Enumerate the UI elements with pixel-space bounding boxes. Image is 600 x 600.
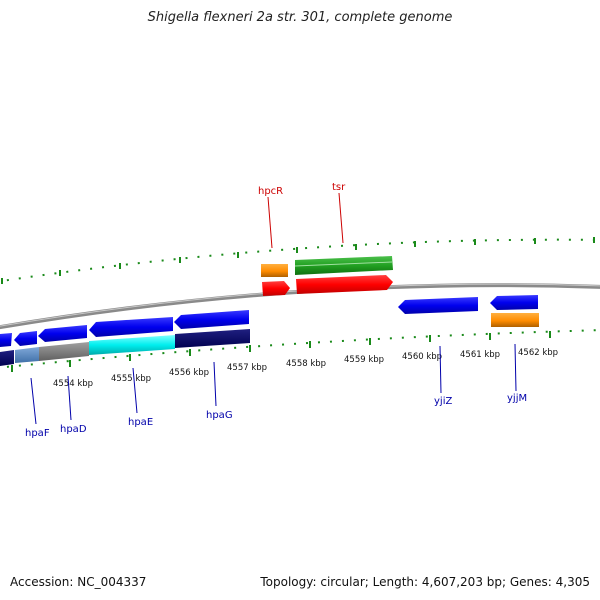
genome-summary-text: Topology: circular; Length: 4,607,203 bp… xyxy=(260,575,590,589)
feature-cyan[interactable] xyxy=(89,335,175,355)
tick-label: 4555 kbp xyxy=(111,374,151,384)
gene-label-yjiZ[interactable]: yjiZ xyxy=(434,396,452,407)
feature-navy-edge[interactable] xyxy=(0,350,14,366)
forward-label-leaders xyxy=(267,192,344,249)
tick-label: 4558 kbp xyxy=(286,359,326,369)
gene-yjjM[interactable] xyxy=(490,295,538,310)
gene-tsr[interactable] xyxy=(296,275,393,294)
gene-label-hpcR[interactable]: hpcR xyxy=(258,186,283,197)
tick-label: 4556 kbp xyxy=(169,368,209,378)
feature-navy[interactable] xyxy=(175,329,250,348)
gene-hpaG[interactable] xyxy=(174,310,249,329)
reverse-strand-features xyxy=(0,295,539,366)
accession-text: Accession: NC_004337 xyxy=(10,575,147,589)
feature-orange-2[interactable] xyxy=(491,313,539,327)
scale-labels: 4554 kbp 4555 kbp 4556 kbp 4557 kbp 4558… xyxy=(53,348,558,389)
gene-hpcR[interactable] xyxy=(262,281,290,296)
tick-label: 4554 kbp xyxy=(53,379,93,389)
tick-label: 4560 kbp xyxy=(402,352,442,362)
gene-label-tsr[interactable]: tsr xyxy=(332,182,346,193)
tick-label: 4557 kbp xyxy=(227,363,267,373)
gene-hpaF[interactable] xyxy=(14,331,37,346)
feature-green-tsr[interactable] xyxy=(295,256,393,275)
gene-arrow-edge[interactable] xyxy=(0,333,12,347)
feature-orange-1[interactable] xyxy=(261,264,288,277)
outer-major-ticks xyxy=(1,237,595,284)
gene-hpaE[interactable] xyxy=(89,317,173,337)
feature-steel[interactable] xyxy=(15,347,39,363)
gene-yjiZ[interactable] xyxy=(398,297,478,314)
tick-label: 4559 kbp xyxy=(344,355,384,365)
gene-label-hpaE[interactable]: hpaE xyxy=(128,417,153,428)
forward-strand-features xyxy=(261,256,393,296)
gene-label-hpaF[interactable]: hpaF xyxy=(25,428,50,439)
gene-hpaD[interactable] xyxy=(38,325,87,342)
gene-label-hpaD[interactable]: hpaD xyxy=(60,424,87,435)
tick-label: 4561 kbp xyxy=(460,350,500,360)
map-title: Shigella flexneri 2a str. 301, complete … xyxy=(147,10,453,25)
inner-tick-track xyxy=(0,329,600,369)
gene-labels: hpcR tsr hpaF hpaD hpaE hpaG yjiZ yjjM xyxy=(25,182,527,439)
tick-label: 4562 kbp xyxy=(518,348,558,358)
reverse-label-leaders xyxy=(30,343,517,425)
gene-label-yjjM[interactable]: yjjM xyxy=(507,393,527,404)
gene-label-hpaG[interactable]: hpaG xyxy=(206,410,233,421)
feature-gray[interactable] xyxy=(39,342,89,361)
inner-major-ticks xyxy=(11,331,551,372)
